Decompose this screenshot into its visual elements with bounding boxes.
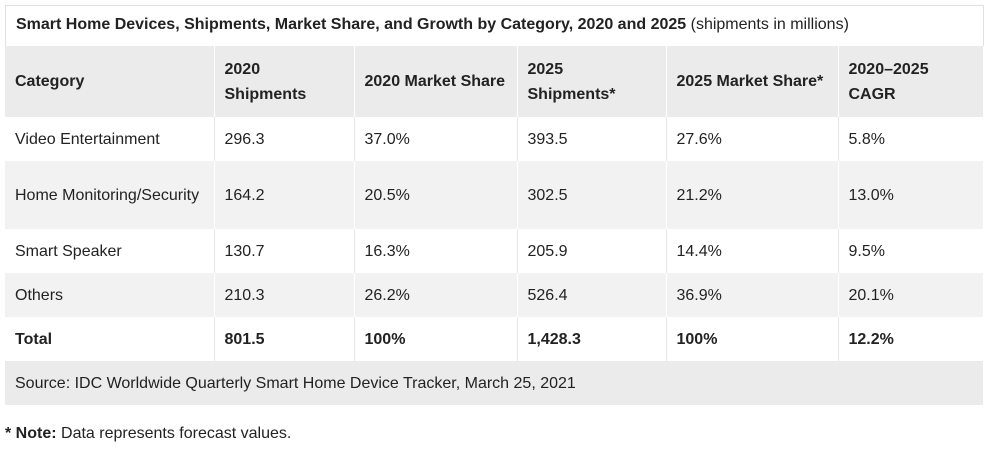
table-container: Smart Home Devices, Shipments, Market Sh… [5,5,984,405]
header-row: Category 2020 Shipments 2020 Market Shar… [5,46,984,117]
cell-2020-market-share: 16.3% [354,229,518,273]
smart-home-table: Smart Home Devices, Shipments, Market Sh… [5,5,984,405]
cell-2020-market-share: 20.5% [354,161,518,229]
cell-total-2020-shipments: 801.5 [214,317,355,361]
footnote-label: * Note: [5,425,57,442]
total-row: Total 801.5 100% 1,428.3 100% 12.2% [5,317,983,361]
header-2020-market-share: 2020 Market Share [354,46,518,117]
source-text: Source: IDC Worldwide Quarterly Smart Ho… [15,374,576,392]
cell-cagr: 13.0% [848,186,894,204]
table-row: Home Monitoring/Security 164.2 20.5% 302… [5,161,983,229]
cell-category: Video Entertainment [5,117,215,161]
source-row: Source: IDC Worldwide Quarterly Smart Ho… [5,361,983,405]
cell-2025-market-share: 27.6% [666,117,839,161]
cell-total-cagr: 12.2% [848,330,894,348]
table-caption: Smart Home Devices, Shipments, Market Sh… [5,5,984,46]
cell-cagr: 5.8% [848,130,885,148]
cell-total-2025-market-share: 100% [666,317,839,361]
cell-category: Smart Speaker [5,229,215,273]
cell-total-label: Total [5,317,215,361]
cell-2020-market-share: 37.0% [354,117,518,161]
cell-2020-shipments: 296.3 [214,117,355,161]
cell-category: Home Monitoring/Security [5,161,215,229]
cell-2020-market-share: 26.2% [354,273,518,317]
cell-cagr: 9.5% [848,242,885,260]
cell-2025-shipments: 302.5 [517,161,667,229]
footnote: * Note: Data represents forecast values. [5,425,291,443]
cell-total-2020-market-share: 100% [354,317,518,361]
cell-2025-market-share: 14.4% [666,229,839,273]
table-row: Smart Speaker 130.7 16.3% 205.9 14.4% 9.… [5,229,983,273]
footnote-text: Data represents forecast values. [61,425,292,442]
header-2025-market-share: 2025 Market Share* [666,46,839,117]
cell-cagr: 20.1% [848,286,894,304]
header-cagr: 2020–2025 CAGR [838,46,984,117]
cell-2025-market-share: 21.2% [666,161,839,229]
header-2020-shipments: 2020 Shipments [214,46,355,117]
table-title: Smart Home Devices, Shipments, Market Sh… [16,16,687,33]
table-row: Others 210.3 26.2% 526.4 36.9% 20.1% [5,273,983,317]
cell-2025-shipments: 526.4 [517,273,667,317]
table-row: Video Entertainment 296.3 37.0% 393.5 27… [5,117,983,161]
cell-total-2025-shipments: 1,428.3 [517,317,667,361]
cell-2020-shipments: 164.2 [214,161,355,229]
cell-2020-shipments: 210.3 [214,273,355,317]
cell-2025-shipments: 205.9 [517,229,667,273]
header-2025-shipments: 2025 Shipments* [517,46,667,117]
cell-2025-shipments: 393.5 [517,117,667,161]
cell-2025-market-share: 36.9% [666,273,839,317]
cell-category: Others [5,273,215,317]
cell-2020-shipments: 130.7 [214,229,355,273]
table-title-suffix: (shipments in millions) [690,16,849,33]
header-category: Category [5,46,215,117]
